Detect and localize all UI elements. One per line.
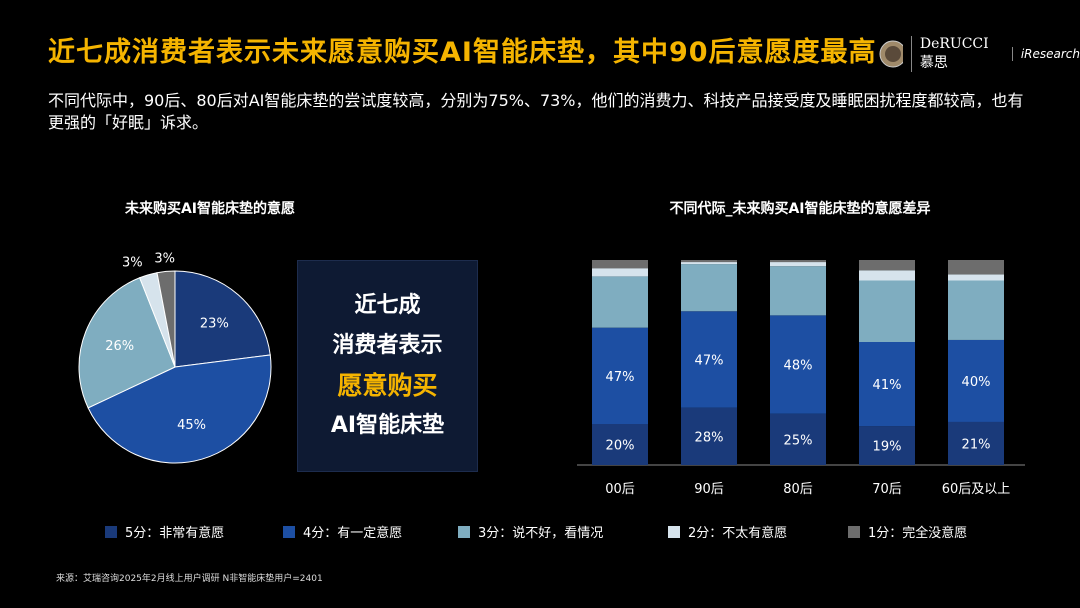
logos: DeRUCCI 慕思 iResearch (878, 36, 1080, 72)
bar-label: 47% (606, 370, 635, 385)
x-tick-label: 60后及以上 (942, 482, 1011, 497)
bar-segment (681, 260, 737, 263)
bar-segment (948, 421, 1004, 465)
bar-segment (859, 260, 915, 271)
bar-segment (859, 280, 915, 342)
subtitle: 不同代际中，90后、80后对AI智能床垫的尝试度较高，分别为75%、73%，他们… (48, 91, 1024, 132)
bar-label: 47% (695, 353, 724, 368)
bar-chart: 20% 47% 00后 28% 47% 90后 25% 48% 80后 19% 41% 70后 21% 4… (577, 260, 1025, 497)
bar-segment (948, 339, 1004, 422)
legend-item: 2分：不太有意愿 (668, 522, 787, 541)
pie-slice (78, 277, 176, 409)
bar-segment (859, 426, 915, 465)
bar-segment (681, 311, 737, 408)
bar-title: 不同代际_未来购买AI智能床垫的意愿差异 (669, 201, 931, 217)
bar-label: 48% (784, 359, 813, 374)
derucci-emblem-icon (879, 40, 903, 68)
bar-segment (859, 342, 915, 427)
bar-label: 28% (695, 430, 724, 445)
page-title: 近七成消费者表示未来愿意购买AI智能床垫，其中90后意愿度最高 (48, 37, 877, 68)
bar-segment (770, 413, 826, 465)
callout-line: AI智能床垫 (330, 413, 445, 438)
bar-segment (770, 260, 826, 263)
pie-slice (87, 354, 272, 464)
pie-label: 23% (200, 316, 229, 331)
pie-label: 26% (105, 339, 134, 354)
callout-box: 近七成 消费者表示 愿意购买 AI智能床垫 (297, 260, 478, 472)
bar-segment (770, 266, 826, 316)
derucci-logo: DeRUCCI 慕思 (910, 36, 1004, 72)
callout-highlight: 愿意购买 (337, 371, 438, 400)
legend-item: 1分：完全没意愿 (848, 522, 967, 541)
bar-segment (681, 262, 737, 265)
legend-swatch (458, 525, 470, 538)
bar-label: 20% (606, 439, 635, 454)
bar-label: 41% (873, 378, 902, 393)
iresearch-logo: iResearch (1011, 47, 1080, 61)
pie-title: 未来购买AI智能床垫的意愿 (124, 201, 296, 217)
bar-label: 40% (962, 375, 991, 390)
bar-segment (592, 276, 648, 328)
bar-label: 25% (784, 433, 813, 448)
bar-segment (770, 262, 826, 267)
pie-label: 45% (177, 418, 206, 433)
pie-chart: 23% 45% 26% 3% 3% (78, 251, 272, 464)
legend-item: 5分：非常有意愿 (105, 522, 224, 541)
legend-label: 4分：有一定意愿 (303, 526, 403, 541)
pie-label: 3% (154, 251, 175, 266)
bar-segment (681, 407, 737, 465)
legend-swatch (105, 525, 117, 538)
bar-segment (948, 260, 1004, 275)
callout-line: 近七成 (354, 293, 421, 318)
bar-segment (592, 327, 648, 424)
legend-label: 3分：说不好，看情况 (478, 526, 604, 541)
pie-slice (174, 270, 271, 368)
bar-segment (592, 268, 648, 277)
bar-segment (859, 270, 915, 281)
legend-item: 3分：说不好，看情况 (458, 522, 603, 541)
legend-label: 1分：完全没意愿 (868, 526, 968, 541)
callout-line: 消费者表示 (332, 333, 443, 358)
source-note: 来源：艾瑞咨询2025年2月线上用户调研 N非智能床垫用户=2401 (56, 574, 323, 584)
bar-segment (948, 280, 1004, 340)
bar-segment (681, 264, 737, 312)
x-tick-label: 70后 (872, 482, 902, 497)
x-tick-label: 90后 (694, 482, 724, 497)
bar-label: 19% (873, 440, 902, 455)
legend-label: 5分：非常有意愿 (125, 526, 225, 541)
legend-swatch (668, 525, 680, 538)
bar-segment (770, 315, 826, 414)
pie-label: 3% (122, 255, 143, 270)
bar-segment (592, 424, 648, 465)
x-tick-label: 00后 (605, 482, 635, 497)
pie-slice (156, 270, 176, 368)
legend-item: 4分：有一定意愿 (283, 522, 402, 541)
legend-label: 2分：不太有意愿 (688, 526, 788, 541)
legend-swatch (848, 525, 860, 538)
x-tick-label: 80后 (783, 482, 813, 497)
bar-segment (948, 274, 1004, 281)
bar-label: 21% (962, 437, 991, 452)
legend-swatch (283, 525, 295, 538)
bar-segment (592, 260, 648, 269)
